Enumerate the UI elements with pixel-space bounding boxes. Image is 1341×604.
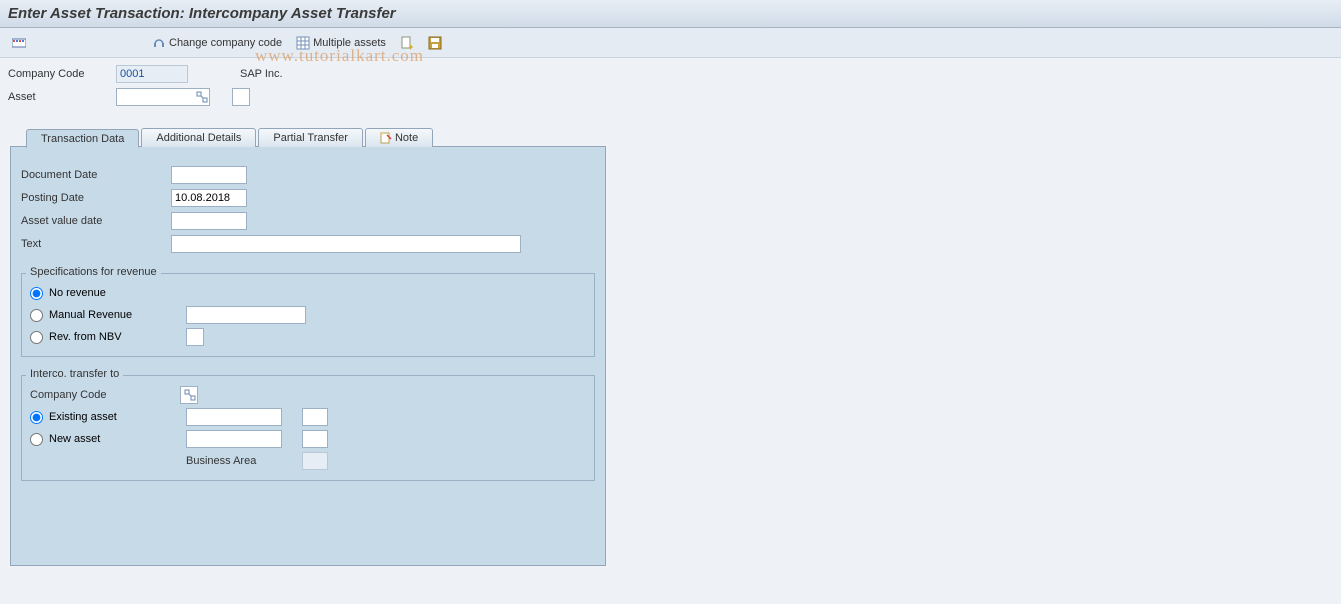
line-items-icon	[12, 36, 26, 50]
asset-row: Asset	[8, 86, 1333, 108]
posting-date-input[interactable]	[171, 189, 247, 207]
asset-value-date-input[interactable]	[171, 212, 247, 230]
company-code-label: Company Code	[8, 68, 116, 80]
tabstrip: Transaction Data Additional Details Part…	[26, 128, 1333, 147]
simulate-button[interactable]	[394, 33, 420, 53]
revenue-group-title: Specifications for revenue	[26, 266, 161, 278]
application-toolbar: Change company code Multiple assets	[0, 28, 1341, 58]
note-icon	[380, 132, 392, 144]
posting-date-label: Posting Date	[21, 192, 171, 204]
grid-icon	[296, 36, 310, 50]
company-name-text: SAP Inc.	[240, 68, 283, 80]
new-asset-sub-input[interactable]	[302, 430, 328, 448]
document-date-input[interactable]	[171, 166, 247, 184]
interco-group: Interco. transfer to Company Code Existi…	[21, 375, 595, 481]
asset-subnumber-input[interactable]	[232, 88, 250, 106]
asset-value-date-label: Asset value date	[21, 215, 171, 227]
existing-asset-input[interactable]	[186, 408, 282, 426]
tab-note[interactable]: Note	[365, 128, 433, 147]
search-help-icon[interactable]	[196, 91, 208, 103]
save-button[interactable]	[422, 33, 448, 53]
save-icon	[428, 36, 442, 50]
interco-company-code-label: Company Code	[28, 389, 180, 401]
tab-additional-details[interactable]: Additional Details	[141, 128, 256, 147]
asset-label: Asset	[8, 91, 116, 103]
change-company-code-label: Change company code	[169, 37, 282, 49]
tab-panel-transaction-data: Document Date Posting Date Asset value d…	[10, 146, 606, 566]
new-asset-radio[interactable]: New asset	[28, 433, 168, 446]
page-title: Enter Asset Transaction: Intercompany As…	[8, 5, 396, 22]
line-items-button[interactable]	[6, 33, 32, 53]
multiple-assets-button[interactable]: Multiple assets	[290, 33, 392, 53]
business-area-label: Business Area	[186, 455, 282, 467]
rev-from-nbv-input[interactable]	[186, 328, 204, 346]
text-input[interactable]	[171, 235, 521, 253]
rev-from-nbv-radio[interactable]: Rev. from NBV	[28, 331, 168, 344]
search-help-icon[interactable]	[184, 389, 196, 401]
tab-partial-transfer[interactable]: Partial Transfer	[258, 128, 363, 147]
interco-group-title: Interco. transfer to	[26, 368, 123, 380]
title-bar: Enter Asset Transaction: Intercompany As…	[0, 0, 1341, 28]
manual-revenue-radio[interactable]: Manual Revenue	[28, 309, 168, 322]
multiple-assets-label: Multiple assets	[313, 37, 386, 49]
document-date-label: Document Date	[21, 169, 171, 181]
headset-icon	[152, 36, 166, 50]
new-asset-input[interactable]	[186, 430, 282, 448]
company-code-input[interactable]	[116, 65, 188, 83]
manual-revenue-input[interactable]	[186, 306, 306, 324]
tabs-container: Transaction Data Additional Details Part…	[8, 128, 1333, 567]
text-label: Text	[21, 238, 171, 250]
simulate-icon	[400, 36, 414, 50]
company-code-row: Company Code SAP Inc.	[8, 63, 1333, 85]
revenue-group: Specifications for revenue No revenue Ma…	[21, 273, 595, 357]
existing-asset-sub-input[interactable]	[302, 408, 328, 426]
no-revenue-radio[interactable]: No revenue	[28, 287, 168, 300]
business-area-input[interactable]	[302, 452, 328, 470]
tab-transaction-data[interactable]: Transaction Data	[26, 129, 139, 148]
existing-asset-radio[interactable]: Existing asset	[28, 411, 168, 424]
change-company-code-button[interactable]: Change company code	[146, 33, 288, 53]
content-area: Company Code SAP Inc. Asset Transaction …	[0, 58, 1341, 604]
